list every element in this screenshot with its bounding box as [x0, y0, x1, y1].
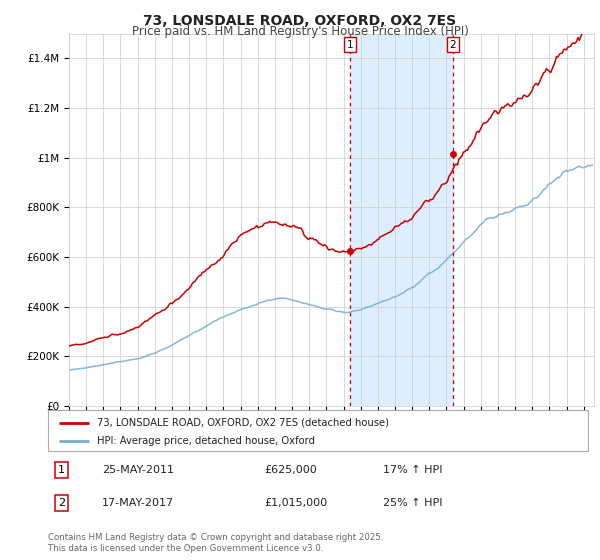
- Text: 73, LONSDALE ROAD, OXFORD, OX2 7ES: 73, LONSDALE ROAD, OXFORD, OX2 7ES: [143, 14, 457, 28]
- Text: £1,015,000: £1,015,000: [264, 498, 327, 508]
- Text: Contains HM Land Registry data © Crown copyright and database right 2025.
This d: Contains HM Land Registry data © Crown c…: [48, 533, 383, 553]
- Text: 25-MAY-2011: 25-MAY-2011: [102, 465, 174, 475]
- Text: HPI: Average price, detached house, Oxford: HPI: Average price, detached house, Oxfo…: [97, 436, 314, 446]
- Text: Price paid vs. HM Land Registry's House Price Index (HPI): Price paid vs. HM Land Registry's House …: [131, 25, 469, 38]
- Text: 2: 2: [449, 40, 456, 50]
- Text: 17-MAY-2017: 17-MAY-2017: [102, 498, 174, 508]
- Text: 25% ↑ HPI: 25% ↑ HPI: [383, 498, 442, 508]
- Text: 1: 1: [58, 465, 65, 475]
- Text: 17% ↑ HPI: 17% ↑ HPI: [383, 465, 442, 475]
- Bar: [350, 34, 453, 406]
- Text: £625,000: £625,000: [264, 465, 317, 475]
- Text: 73, LONSDALE ROAD, OXFORD, OX2 7ES (detached house): 73, LONSDALE ROAD, OXFORD, OX2 7ES (deta…: [97, 418, 389, 428]
- Text: 1: 1: [347, 40, 353, 50]
- Text: 2: 2: [58, 498, 65, 508]
